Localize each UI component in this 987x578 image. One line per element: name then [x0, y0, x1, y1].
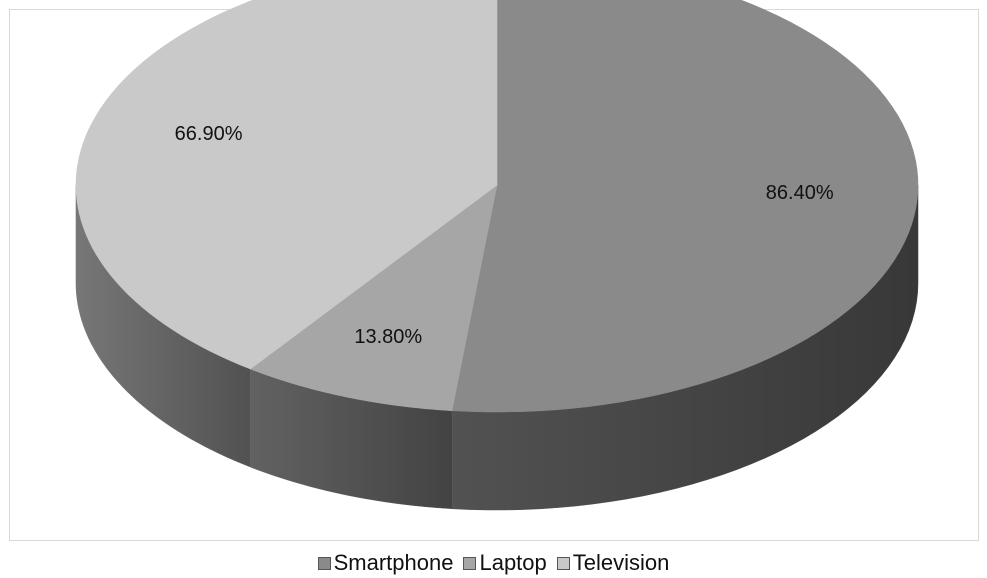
pie-slice-laptop [249, 184, 498, 412]
legend-label-television: Television [572, 550, 670, 575]
legend-item-television: Television [556, 550, 670, 576]
data-label-smartphone: 86.40% [766, 182, 834, 204]
legend-swatch-television [556, 556, 570, 570]
pie-side-shading-smartphone [451, 185, 918, 510]
pie-side-shading-television [76, 185, 251, 467]
pie-slice-smartphone [451, 0, 919, 413]
legend-swatch-laptop [463, 556, 477, 570]
legend-label-smartphone: Smartphone [333, 550, 454, 575]
data-label-laptop: 13.80% [354, 326, 422, 348]
legend: Smartphone Laptop Television [0, 549, 987, 577]
pie-side-shading-laptop [250, 368, 452, 509]
legend-label-laptop: Laptop [479, 550, 547, 575]
legend-swatch-smartphone [317, 556, 331, 570]
pie-slice-television [75, 0, 498, 370]
legend-item-smartphone: Smartphone [317, 550, 454, 576]
legend-item-laptop: Laptop [463, 550, 547, 576]
data-label-television: 66.90% [175, 123, 243, 145]
